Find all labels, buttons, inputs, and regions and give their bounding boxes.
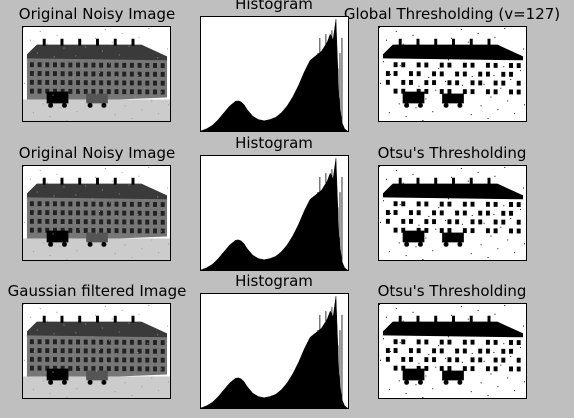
histogram-title-3: Histogram xyxy=(235,272,313,290)
histogram-plot-1 xyxy=(201,19,348,131)
threshold-panel-3 xyxy=(378,303,527,399)
image-title-2: Original Noisy Image xyxy=(18,144,176,162)
threshold-title-2: Otsu's Thresholding xyxy=(377,144,527,162)
building-photo-3 xyxy=(23,304,170,398)
histogram-title-2: Histogram xyxy=(235,134,313,152)
building-illustration xyxy=(23,27,170,121)
histogram-area xyxy=(201,296,348,408)
histogram-plot-3 xyxy=(201,296,348,408)
noisy-image-panel-1 xyxy=(22,26,171,122)
threshold-title-1: Global Thresholding (v=127) xyxy=(343,5,561,23)
building-illustration xyxy=(379,27,526,121)
building-illustration xyxy=(23,304,170,398)
histogram-panel-2 xyxy=(200,155,349,271)
histogram-panel-1 xyxy=(200,16,349,132)
threshold-result-3 xyxy=(379,304,526,398)
building-photo-1 xyxy=(23,27,170,121)
building-photo-2 xyxy=(23,166,170,260)
histogram-panel-3 xyxy=(200,293,349,409)
image-title-3: Gaussian filtered Image xyxy=(7,282,187,300)
filtered-image-panel-3 xyxy=(22,303,171,399)
building-illustration xyxy=(379,166,526,260)
threshold-title-3: Otsu's Thresholding xyxy=(377,282,527,300)
building-illustration xyxy=(23,166,170,260)
histogram-area xyxy=(201,19,348,131)
histogram-plot-2 xyxy=(201,158,348,270)
threshold-result-2 xyxy=(379,166,526,260)
histogram-title-1: Histogram xyxy=(235,0,313,13)
histogram-area xyxy=(201,158,348,270)
image-title-1: Original Noisy Image xyxy=(18,5,176,23)
threshold-panel-2 xyxy=(378,165,527,261)
building-illustration xyxy=(379,304,526,398)
threshold-panel-1 xyxy=(378,26,527,122)
noisy-image-panel-2 xyxy=(22,165,171,261)
threshold-result-1 xyxy=(379,27,526,121)
